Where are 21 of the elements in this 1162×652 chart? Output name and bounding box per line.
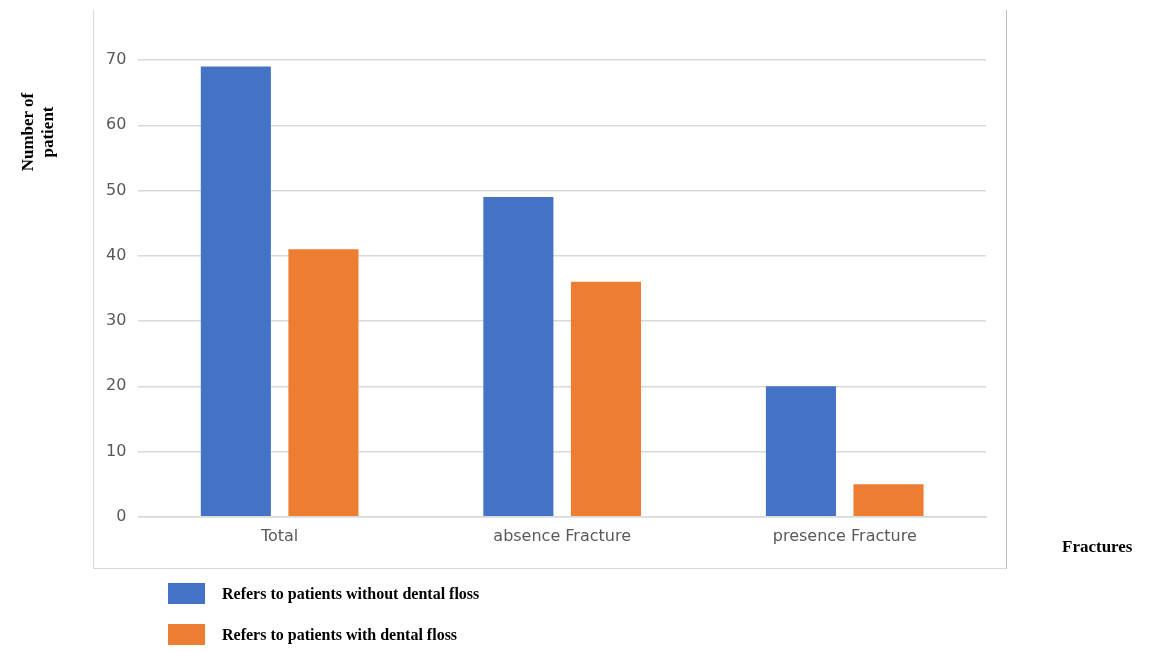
x-tick-label: Total [259,525,299,545]
bar [570,281,642,517]
y-tick-label: 70 [106,49,127,69]
bar [483,197,554,517]
legend-label: Refers to patients without dental floss [222,584,480,603]
y-tick-label: 40 [106,244,127,264]
bar [288,249,359,517]
legend-label: Refers to patients with dental floss [222,625,458,644]
x-tick-label: absence Fracture [493,525,632,545]
y-axis-title: Number of patient [18,91,58,174]
x-axis-title: Fractures [1062,537,1133,557]
y-tick-label: 60 [106,114,127,134]
bar [765,386,836,517]
x-tick-label: presence Fracture [772,525,917,545]
y-tick-label: 30 [106,310,127,330]
y-tick-label: 0 [116,505,127,525]
y-tick-label: 50 [106,179,127,199]
y-tick-label: 10 [106,440,127,460]
y-tick-label: 20 [106,375,127,395]
bar [853,484,924,517]
bar [200,66,271,517]
